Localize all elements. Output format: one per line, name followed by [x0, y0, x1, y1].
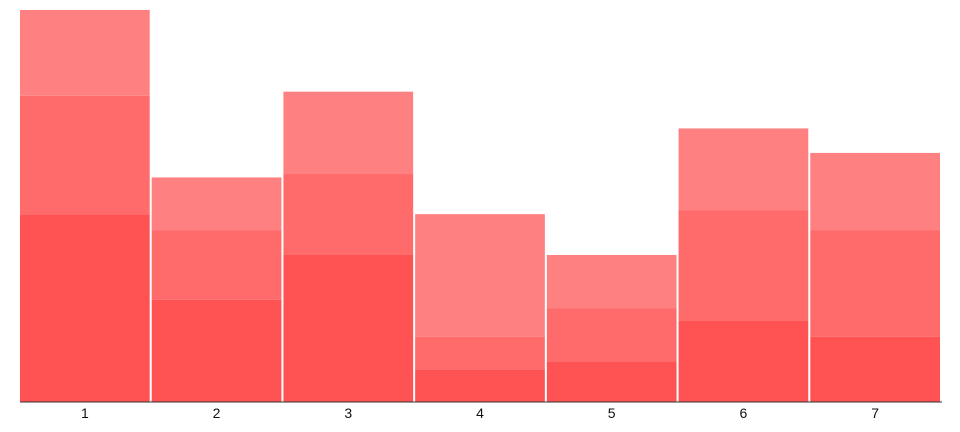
bar-segment-2-3 — [151, 177, 282, 231]
x-tick-label: 5 — [608, 405, 616, 421]
bar-group — [20, 10, 940, 402]
bar-segment-4-3 — [415, 214, 545, 337]
bar-segment-3-2 — [283, 173, 414, 255]
x-tick-label: 4 — [476, 405, 484, 421]
bar-segment-6-2 — [678, 210, 809, 321]
bar-segment-7-1 — [810, 336, 940, 402]
bar-segment-7-3 — [810, 152, 940, 231]
bar-segment-6-3 — [678, 128, 809, 211]
bar-segment-3-3 — [283, 91, 414, 174]
x-tick-label: 7 — [871, 405, 879, 421]
x-tick-labels: 1 2 3 4 5 6 7 — [81, 405, 879, 421]
x-tick-label: 1 — [81, 405, 89, 421]
x-tick-label: 6 — [740, 405, 748, 421]
bar-segment-3-1 — [283, 255, 414, 402]
bar-segment-4-2 — [415, 336, 545, 370]
bar-segment-7-2 — [810, 230, 940, 337]
bar-segment-1-2 — [20, 95, 150, 215]
x-tick-label: 2 — [213, 405, 221, 421]
bar-segment-2-2 — [151, 230, 282, 300]
bar-segment-5-1 — [546, 361, 677, 402]
bar-segment-5-3 — [546, 255, 677, 309]
bar-segment-2-1 — [151, 299, 282, 402]
bar-segment-6-1 — [678, 320, 809, 402]
x-tick-label: 3 — [344, 405, 352, 421]
bar-segment-5-2 — [546, 308, 677, 362]
bar-segment-1-1 — [20, 214, 150, 402]
bar-segment-1-3 — [20, 10, 150, 96]
bar-segment-4-1 — [415, 369, 545, 402]
